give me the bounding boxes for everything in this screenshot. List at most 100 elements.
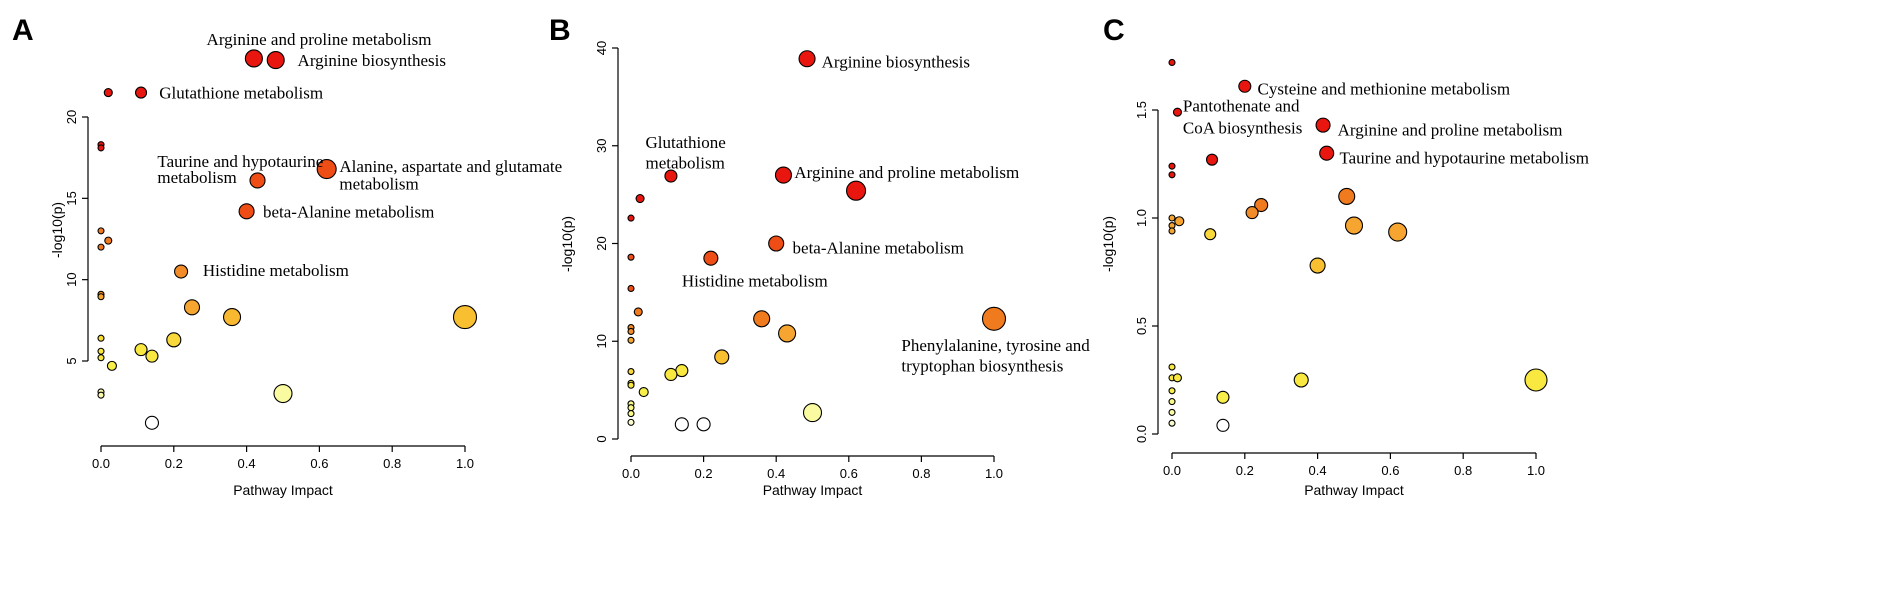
pathway-annotation: Arginine biosynthesis bbox=[298, 51, 446, 70]
data-point[interactable] bbox=[753, 310, 771, 328]
data-point[interactable] bbox=[1168, 419, 1176, 427]
data-point[interactable] bbox=[627, 381, 635, 389]
data-point[interactable] bbox=[174, 264, 189, 279]
data-point[interactable] bbox=[103, 88, 113, 98]
data-point[interactable] bbox=[222, 308, 242, 327]
y-tick-label: 30 bbox=[594, 139, 609, 153]
data-point[interactable] bbox=[1168, 58, 1176, 67]
data-point[interactable] bbox=[1172, 373, 1183, 383]
data-point[interactable] bbox=[1254, 197, 1269, 213]
data-point[interactable] bbox=[1524, 368, 1548, 392]
pathway-annotation: tryptophan biosynthesis bbox=[901, 357, 1063, 376]
data-point[interactable] bbox=[1216, 418, 1230, 432]
pathway-annotation: Taurine and hypotaurine metabolism bbox=[1339, 149, 1589, 168]
data-point[interactable] bbox=[1168, 162, 1176, 170]
panel-letter: C bbox=[1103, 14, 1125, 47]
data-point[interactable] bbox=[106, 360, 117, 371]
data-point[interactable] bbox=[664, 169, 678, 183]
data-point[interactable] bbox=[627, 336, 635, 344]
panel-c: C 0.0 0.2 0.4 0.6 0.8 1.0 Pathway Impact 0.0 0.5 1… bbox=[1100, 14, 1589, 498]
data-point[interactable] bbox=[134, 343, 148, 357]
data-point[interactable] bbox=[166, 332, 182, 348]
data-point[interactable] bbox=[238, 203, 255, 220]
data-point[interactable] bbox=[627, 253, 635, 261]
data-point[interactable] bbox=[664, 367, 678, 382]
data-point[interactable] bbox=[1172, 107, 1183, 117]
data-point[interactable] bbox=[1168, 398, 1176, 406]
data-point[interactable] bbox=[1245, 206, 1259, 220]
data-point[interactable] bbox=[97, 227, 105, 235]
data-point[interactable] bbox=[627, 214, 635, 222]
y-tick-label: 20 bbox=[594, 236, 609, 250]
data-point[interactable] bbox=[452, 305, 478, 330]
data-point[interactable] bbox=[244, 49, 263, 68]
data-point[interactable] bbox=[97, 347, 105, 355]
data-point[interactable] bbox=[183, 299, 201, 316]
data-point[interactable] bbox=[627, 418, 635, 426]
data-point[interactable] bbox=[627, 284, 635, 293]
data-point[interactable] bbox=[97, 243, 105, 251]
pathway-annotation: beta-Alanine metabolism bbox=[793, 238, 964, 257]
data-point[interactable] bbox=[774, 166, 793, 184]
data-point[interactable] bbox=[1168, 363, 1176, 371]
y-tick-label: 1.5 bbox=[1134, 101, 1149, 119]
data-point[interactable] bbox=[714, 349, 730, 365]
data-point[interactable] bbox=[97, 354, 105, 362]
data-point[interactable] bbox=[674, 417, 689, 432]
data-point[interactable] bbox=[144, 415, 160, 430]
data-point[interactable] bbox=[627, 368, 635, 376]
y-tick-label: 15 bbox=[64, 191, 79, 205]
data-point[interactable] bbox=[846, 180, 867, 201]
data-point[interactable] bbox=[778, 324, 797, 343]
x-tick-label: 1.0 bbox=[985, 466, 1003, 481]
x-tick-label: 0.6 bbox=[310, 456, 328, 471]
data-point[interactable] bbox=[1309, 257, 1326, 274]
data-point[interactable] bbox=[1216, 390, 1230, 404]
data-point[interactable] bbox=[981, 306, 1007, 331]
data-point[interactable] bbox=[638, 387, 649, 398]
data-point[interactable] bbox=[97, 144, 105, 152]
x-tick-label: 0.6 bbox=[1381, 463, 1399, 478]
data-point[interactable] bbox=[1319, 145, 1335, 161]
data-point[interactable] bbox=[1338, 187, 1356, 205]
data-point[interactable] bbox=[627, 404, 635, 412]
data-point[interactable] bbox=[266, 51, 285, 70]
data-point[interactable] bbox=[798, 50, 816, 68]
data-point[interactable] bbox=[1168, 387, 1176, 395]
x-tick-label: 0.6 bbox=[840, 466, 858, 481]
data-point[interactable] bbox=[97, 293, 105, 301]
data-point[interactable] bbox=[249, 172, 266, 189]
data-point[interactable] bbox=[1168, 214, 1176, 222]
data-point[interactable] bbox=[703, 250, 719, 266]
data-point[interactable] bbox=[1293, 372, 1309, 388]
data-point[interactable] bbox=[675, 364, 689, 378]
data-point[interactable] bbox=[145, 349, 159, 363]
pathway-annotation: Histidine metabolism bbox=[682, 272, 828, 291]
data-point[interactable] bbox=[1204, 228, 1217, 241]
data-point[interactable] bbox=[1344, 216, 1364, 235]
data-point[interactable] bbox=[134, 86, 148, 99]
data-point[interactable] bbox=[97, 391, 105, 399]
data-point[interactable] bbox=[1168, 171, 1176, 179]
data-point[interactable] bbox=[273, 383, 293, 404]
x-tick-label: 0.2 bbox=[165, 456, 183, 471]
data-point[interactable] bbox=[1238, 79, 1252, 93]
data-point[interactable] bbox=[633, 307, 643, 317]
data-point[interactable] bbox=[696, 417, 711, 432]
data-point[interactable] bbox=[627, 327, 635, 336]
data-point[interactable] bbox=[802, 403, 823, 423]
data-point[interactable] bbox=[635, 193, 645, 204]
data-point[interactable] bbox=[768, 235, 785, 252]
panel-b: B 0.0 0.2 0.4 0.6 0.8 1.0 Pathway Impact 0 10 20 30… bbox=[549, 14, 1090, 498]
data-point[interactable] bbox=[1168, 408, 1176, 416]
data-point[interactable] bbox=[1315, 117, 1331, 133]
pathway-annotation: Arginine and proline metabolism bbox=[794, 163, 1019, 182]
data-point[interactable] bbox=[1388, 222, 1408, 242]
data-point[interactable] bbox=[316, 159, 337, 180]
data-point[interactable] bbox=[627, 410, 635, 418]
data-point[interactable] bbox=[1174, 216, 1185, 227]
data-point[interactable] bbox=[97, 334, 105, 342]
data-point[interactable] bbox=[1168, 227, 1176, 235]
data-point[interactable] bbox=[1205, 153, 1219, 166]
data-point[interactable] bbox=[104, 236, 113, 245]
